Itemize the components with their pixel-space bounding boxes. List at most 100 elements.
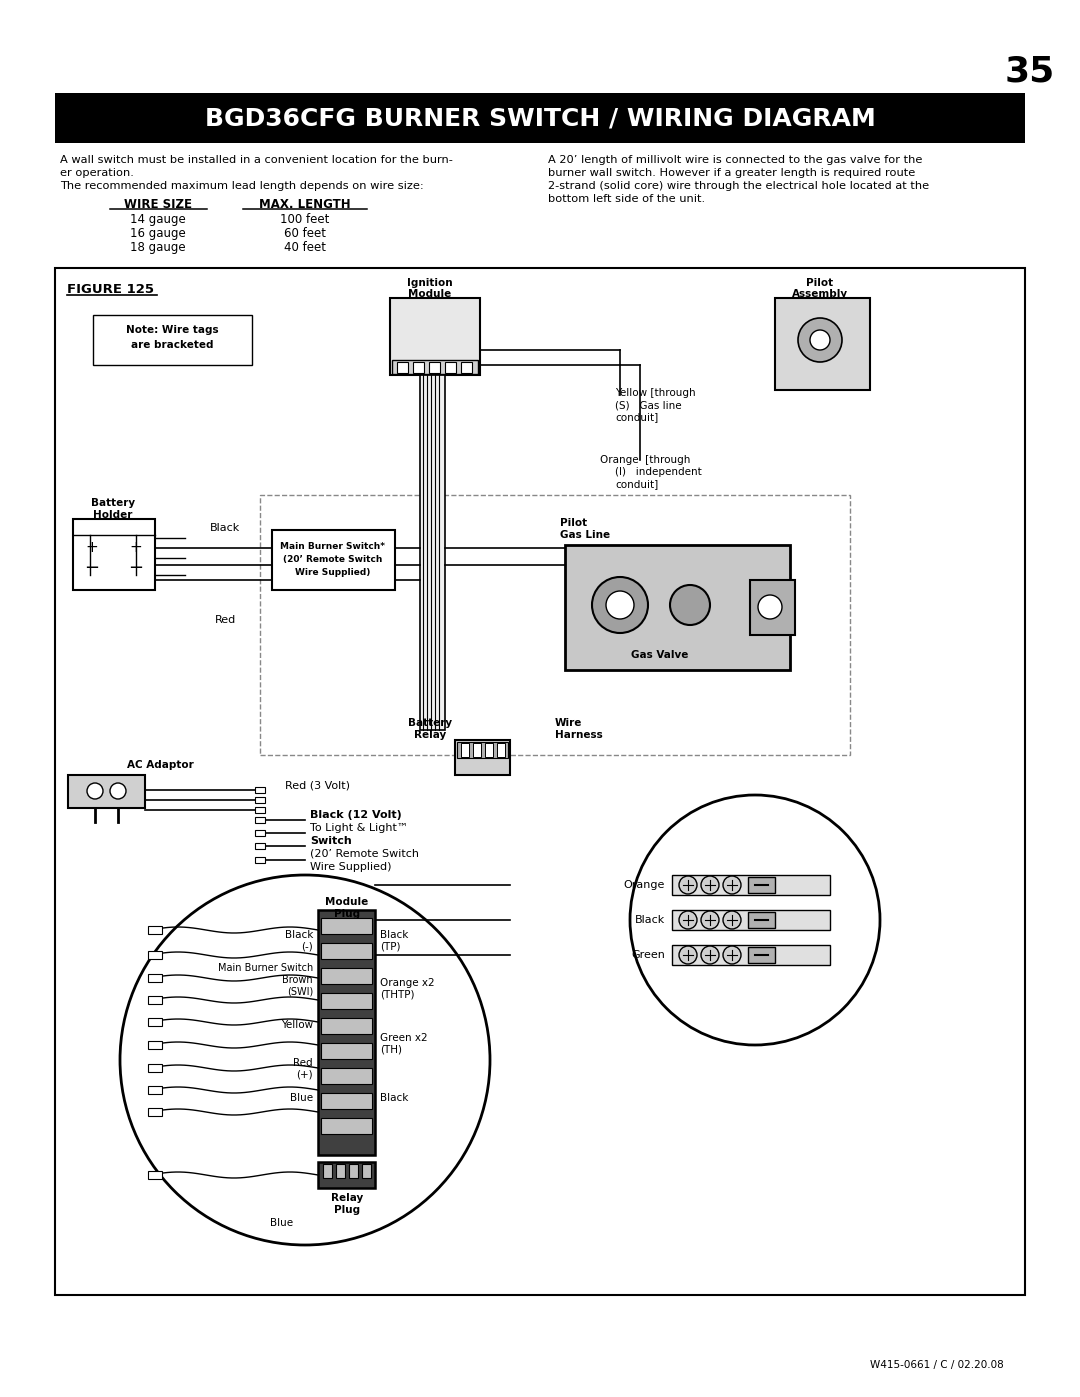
Text: +: + bbox=[85, 541, 98, 556]
Text: A 20’ length of millivolt wire is connected to the gas valve for the: A 20’ length of millivolt wire is connec… bbox=[548, 155, 922, 165]
Text: Assembly: Assembly bbox=[792, 289, 848, 299]
Circle shape bbox=[758, 595, 782, 619]
Text: Battery: Battery bbox=[91, 497, 135, 509]
Text: MAX. LENGTH: MAX. LENGTH bbox=[259, 198, 351, 211]
Text: 16 gauge: 16 gauge bbox=[130, 226, 186, 240]
Text: Wire Supplied): Wire Supplied) bbox=[295, 569, 370, 577]
Circle shape bbox=[798, 319, 842, 362]
Bar bbox=[321, 1118, 372, 1134]
Text: conduit]: conduit] bbox=[615, 479, 658, 489]
Circle shape bbox=[630, 795, 880, 1045]
Text: Black: Black bbox=[380, 1092, 408, 1104]
Bar bbox=[255, 807, 265, 813]
Bar bbox=[461, 362, 472, 373]
Text: Red (3 Volt): Red (3 Volt) bbox=[285, 780, 350, 789]
Text: A wall switch must be installed in a convenient location for the burn-: A wall switch must be installed in a con… bbox=[60, 155, 453, 165]
Bar bbox=[321, 993, 372, 1009]
Circle shape bbox=[592, 577, 648, 633]
Text: Green x2
(TH): Green x2 (TH) bbox=[380, 1032, 428, 1055]
Text: conduit]: conduit] bbox=[615, 412, 658, 422]
Bar bbox=[321, 1044, 372, 1059]
Text: Plug: Plug bbox=[334, 909, 360, 919]
Bar bbox=[397, 362, 408, 373]
Text: Orange  [through: Orange [through bbox=[600, 455, 690, 465]
Text: W415-0661 / C / 02.20.08: W415-0661 / C / 02.20.08 bbox=[870, 1361, 1003, 1370]
Bar bbox=[148, 1018, 162, 1025]
Bar bbox=[73, 520, 156, 590]
Text: burner wall switch. However if a greater length is required route: burner wall switch. However if a greater… bbox=[548, 168, 915, 177]
Bar bbox=[93, 314, 252, 365]
Text: Holder: Holder bbox=[93, 510, 133, 520]
Text: Relay: Relay bbox=[330, 1193, 363, 1203]
Text: 40 feet: 40 feet bbox=[284, 242, 326, 254]
Text: Red: Red bbox=[215, 615, 237, 624]
Bar bbox=[748, 912, 775, 928]
Text: er operation.: er operation. bbox=[60, 168, 134, 177]
Bar bbox=[255, 830, 265, 835]
Text: 2-strand (solid core) wire through the electrical hole located at the: 2-strand (solid core) wire through the e… bbox=[548, 182, 929, 191]
Bar bbox=[672, 909, 831, 930]
Text: Battery: Battery bbox=[408, 718, 453, 728]
Text: bottom left side of the unit.: bottom left side of the unit. bbox=[548, 194, 705, 204]
Text: Blue: Blue bbox=[270, 1218, 293, 1228]
Text: Wire Supplied): Wire Supplied) bbox=[310, 862, 391, 872]
Bar bbox=[497, 743, 505, 757]
Bar bbox=[321, 1067, 372, 1084]
Bar bbox=[318, 1162, 375, 1187]
Bar bbox=[775, 298, 870, 390]
Bar bbox=[457, 742, 508, 759]
Text: Pilot: Pilot bbox=[561, 518, 588, 528]
Text: Gas Valve: Gas Valve bbox=[632, 650, 689, 659]
Text: Green: Green bbox=[631, 950, 665, 960]
Text: Red
(+): Red (+) bbox=[294, 1058, 313, 1080]
Circle shape bbox=[723, 946, 741, 964]
Bar bbox=[55, 268, 1025, 1295]
Text: (I)   independent: (I) independent bbox=[615, 467, 702, 476]
Bar bbox=[362, 1164, 372, 1178]
Text: Black
(-): Black (-) bbox=[285, 930, 313, 951]
Bar bbox=[748, 877, 775, 893]
Bar bbox=[473, 743, 481, 757]
Text: Gas Line: Gas Line bbox=[561, 529, 610, 541]
Bar bbox=[255, 798, 265, 803]
Circle shape bbox=[701, 946, 719, 964]
Bar bbox=[420, 374, 445, 731]
Text: Black (12 Volt): Black (12 Volt) bbox=[310, 810, 402, 820]
Bar bbox=[255, 787, 265, 793]
Bar bbox=[148, 1085, 162, 1094]
Bar bbox=[349, 1164, 357, 1178]
Text: To Light & Light™: To Light & Light™ bbox=[310, 823, 408, 833]
Text: 14 gauge: 14 gauge bbox=[130, 212, 186, 226]
Circle shape bbox=[701, 911, 719, 929]
Bar bbox=[318, 909, 375, 1155]
Bar bbox=[272, 529, 395, 590]
Text: Black
(TP): Black (TP) bbox=[380, 930, 408, 951]
Bar bbox=[148, 951, 162, 958]
Text: Plug: Plug bbox=[334, 1206, 360, 1215]
Bar bbox=[455, 740, 510, 775]
Circle shape bbox=[679, 911, 697, 929]
Circle shape bbox=[670, 585, 710, 624]
Bar bbox=[336, 1164, 345, 1178]
Circle shape bbox=[679, 876, 697, 894]
Bar bbox=[461, 743, 469, 757]
Bar bbox=[148, 1171, 162, 1179]
Text: Wire: Wire bbox=[555, 718, 582, 728]
Circle shape bbox=[723, 876, 741, 894]
Text: 35: 35 bbox=[1004, 54, 1055, 89]
Bar bbox=[148, 1041, 162, 1049]
Text: Module: Module bbox=[408, 289, 451, 299]
Circle shape bbox=[120, 875, 490, 1245]
Bar bbox=[321, 1092, 372, 1109]
Bar bbox=[392, 360, 478, 374]
Bar bbox=[429, 362, 440, 373]
Bar bbox=[148, 974, 162, 982]
Text: 60 feet: 60 feet bbox=[284, 226, 326, 240]
Circle shape bbox=[606, 591, 634, 619]
Text: Note: Wire tags: Note: Wire tags bbox=[125, 326, 218, 335]
Text: Switch: Switch bbox=[310, 835, 352, 847]
Circle shape bbox=[679, 946, 697, 964]
Bar bbox=[148, 1065, 162, 1071]
Text: Yellow [through: Yellow [through bbox=[615, 388, 696, 398]
Text: (20’ Remote Switch: (20’ Remote Switch bbox=[310, 849, 419, 859]
